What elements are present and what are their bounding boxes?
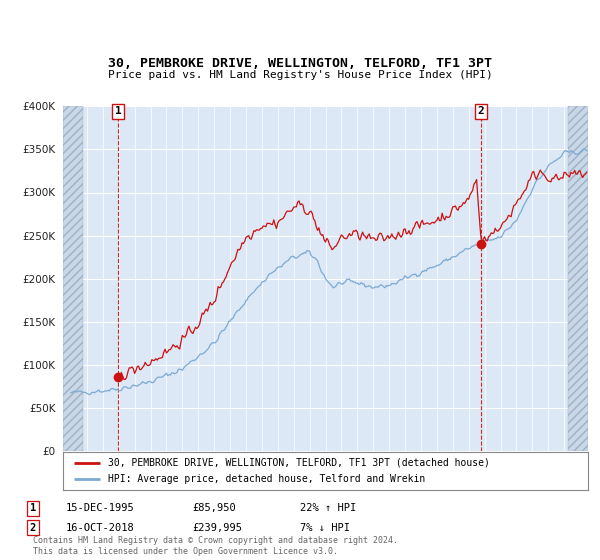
Text: Contains HM Land Registry data © Crown copyright and database right 2024.
This d: Contains HM Land Registry data © Crown c… [33,536,398,556]
Text: 7% ↓ HPI: 7% ↓ HPI [300,522,350,533]
Text: HPI: Average price, detached house, Telford and Wrekin: HPI: Average price, detached house, Telf… [107,474,425,484]
Bar [568,106,588,451]
Text: Price paid vs. HM Land Registry's House Price Index (HPI): Price paid vs. HM Land Registry's House … [107,69,493,80]
Text: 15-DEC-1995: 15-DEC-1995 [66,503,135,514]
Text: 1: 1 [115,106,121,116]
Text: 2: 2 [478,106,485,116]
Text: 2: 2 [30,522,36,533]
Text: 30, PEMBROKE DRIVE, WELLINGTON, TELFORD, TF1 3PT (detached house): 30, PEMBROKE DRIVE, WELLINGTON, TELFORD,… [107,458,490,468]
Text: 16-OCT-2018: 16-OCT-2018 [66,522,135,533]
Text: 30, PEMBROKE DRIVE, WELLINGTON, TELFORD, TF1 3PT: 30, PEMBROKE DRIVE, WELLINGTON, TELFORD,… [108,57,492,70]
Bar [63,106,83,451]
Text: £239,995: £239,995 [192,522,242,533]
Text: 1: 1 [30,503,36,514]
Text: £85,950: £85,950 [192,503,236,514]
Text: 22% ↑ HPI: 22% ↑ HPI [300,503,356,514]
